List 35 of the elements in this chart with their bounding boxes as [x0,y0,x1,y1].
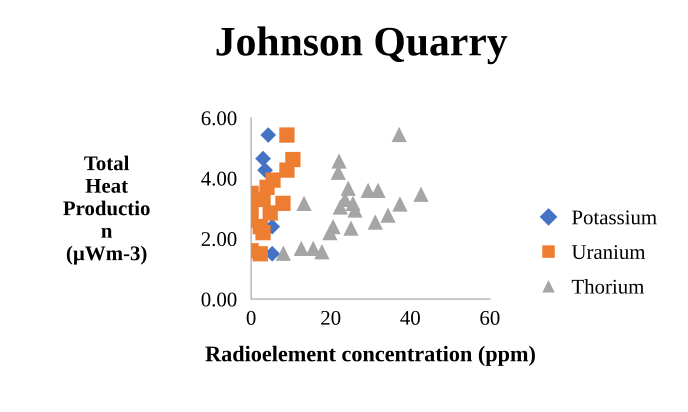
y-tick-label: 0.00 [202,292,236,307]
chart-title: Johnson Quarry [216,26,508,64]
point [279,127,295,143]
x-tick-label: 0 [246,310,256,325]
point [294,240,309,256]
point [276,246,291,261]
x-tick-label: 40 [400,310,420,325]
x-tick-label: 20 [321,310,340,325]
point [260,127,276,143]
point [262,205,278,221]
legend-label: Potassium [572,210,657,224]
y-tick-label: 4.00 [201,172,236,186]
point [413,186,429,202]
point [391,126,407,142]
point [255,150,271,166]
point [332,199,348,215]
point [252,246,268,262]
point [322,225,338,240]
y-tick-label: 2.00 [202,232,236,246]
y-axis-title: Total Heat Productio n (µWm-3) [63,156,150,265]
x-tick-label: 60 [480,310,500,325]
point [331,153,347,169]
x-axis-title: Radioelement concentration (ppm) [205,346,535,366]
legend-label: Uranium [572,245,646,260]
point [340,180,356,196]
point [392,196,408,212]
point [368,214,383,230]
point [252,218,268,234]
point [279,162,295,178]
point [343,220,359,236]
legend-label: Thorium [572,279,644,294]
point [275,196,291,211]
y-tick-label: 6.00 [202,111,236,126]
point [380,207,396,223]
point [296,196,312,211]
